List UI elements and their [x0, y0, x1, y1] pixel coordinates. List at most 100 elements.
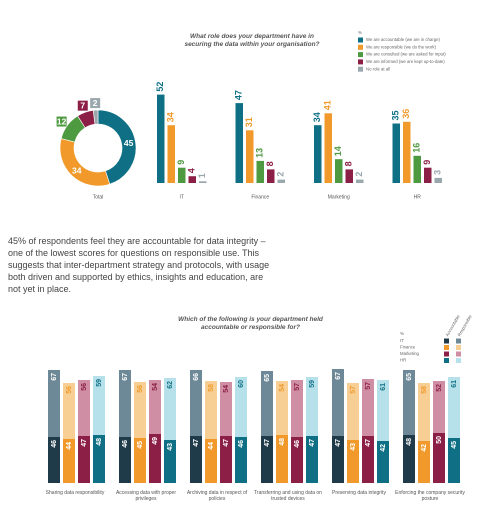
bar [324, 113, 332, 183]
category-label: Marketing [328, 194, 350, 200]
data-label: 60 [238, 380, 245, 388]
data-label: 57 [365, 382, 372, 390]
data-label: 46 [294, 440, 301, 448]
bar-segment [418, 383, 430, 441]
paragraph: 45% of respondents feel they are account… [8, 236, 270, 294]
data-label: 4 [187, 168, 197, 173]
data-label: 58 [421, 386, 428, 394]
bar-segment [377, 380, 389, 441]
legend-label: We are responsible (we do the work) [366, 44, 436, 49]
bar-segment [149, 380, 161, 434]
bar [167, 125, 175, 183]
legend-swatch [444, 338, 449, 344]
data-label: 65 [264, 374, 271, 382]
bar-segment [235, 377, 247, 437]
bar-segment [261, 436, 273, 483]
legend-label: IT [400, 338, 404, 343]
data-label: 47 [309, 439, 316, 447]
data-label: 66 [193, 373, 200, 381]
legend-label: HR [400, 358, 406, 363]
donut-segment [59, 138, 111, 187]
data-label: 34 [72, 165, 82, 175]
bar-segment [433, 433, 445, 483]
data-label: 34 [166, 112, 176, 122]
bar-segment [332, 436, 344, 483]
bar-segment [306, 436, 318, 483]
bar-segment [48, 437, 60, 483]
category-label: Enforcing the company security posture [395, 490, 465, 503]
bar [314, 125, 322, 183]
legend-swatch [444, 351, 449, 357]
data-label: 48 [406, 438, 413, 446]
bar-segment [306, 377, 318, 436]
bar-segment [93, 435, 105, 483]
data-label: 47 [223, 439, 230, 447]
bar-segment [63, 439, 75, 483]
data-label: 42 [380, 444, 387, 452]
category-label: Finance [251, 194, 269, 200]
data-label: 48 [96, 438, 103, 446]
category-label: Total [93, 194, 104, 200]
bar-segment [362, 436, 374, 483]
data-label: 67 [335, 372, 342, 380]
data-label: 54 [152, 383, 159, 391]
legend-swatch [358, 66, 363, 72]
data-label-box [90, 98, 101, 109]
data-label: 2 [354, 172, 364, 177]
bar-segment [276, 435, 288, 483]
bar-segment [119, 370, 131, 437]
bar-segment [134, 382, 146, 438]
data-label: 9 [176, 160, 186, 165]
bar-segment [190, 370, 202, 436]
bar-segment [377, 441, 389, 483]
bar [267, 169, 275, 183]
data-label: 36 [401, 109, 411, 119]
bar [235, 103, 243, 183]
data-label: 2 [276, 172, 286, 177]
bar [178, 167, 186, 183]
category-label: HR [414, 194, 422, 200]
chart-title: What role does your department have in s… [184, 33, 320, 49]
data-label: 67 [122, 373, 129, 381]
bar [188, 176, 196, 183]
data-label: 67 [51, 373, 58, 381]
bar [424, 167, 432, 183]
chart-title: Which of the following is your departmen… [178, 316, 323, 332]
legend-swatch [444, 345, 449, 350]
bar-segment [448, 377, 460, 438]
data-label: 46 [122, 440, 129, 448]
category-label: Preserving data integrity [332, 490, 386, 496]
bar-segment [205, 381, 217, 439]
bar-segment [403, 370, 415, 435]
category-label: Archiving data in respect of policies [186, 490, 248, 503]
data-label: 61 [451, 380, 458, 388]
category-label: Transferring and using data on trusted d… [254, 490, 322, 503]
data-label: 13 [255, 148, 265, 158]
data-label: 50 [436, 436, 443, 444]
legend-title: % [358, 30, 362, 35]
bar [434, 177, 442, 183]
bar-segment [261, 371, 273, 436]
data-label: 65 [406, 373, 413, 381]
bar [356, 179, 364, 183]
bar-segment [93, 376, 105, 435]
bar [199, 181, 207, 183]
legend-swatch [444, 358, 449, 363]
legend-label: Finance [400, 345, 416, 350]
data-label: 42 [421, 444, 428, 452]
bar [277, 179, 285, 183]
bar-segment [205, 439, 217, 483]
bar-segment [78, 380, 90, 436]
data-label: 45 [451, 441, 458, 449]
bar-segment [190, 436, 202, 483]
bar [256, 160, 264, 183]
data-label: 46 [51, 440, 58, 448]
bar-segment [220, 382, 232, 436]
bar-segment [418, 441, 430, 483]
legend-label: We are informed (we are kept up-to-date) [366, 59, 445, 64]
bar-segment [164, 440, 176, 483]
data-label: 7 [80, 100, 85, 110]
data-label-box [56, 116, 67, 127]
bar-segment [291, 380, 303, 437]
